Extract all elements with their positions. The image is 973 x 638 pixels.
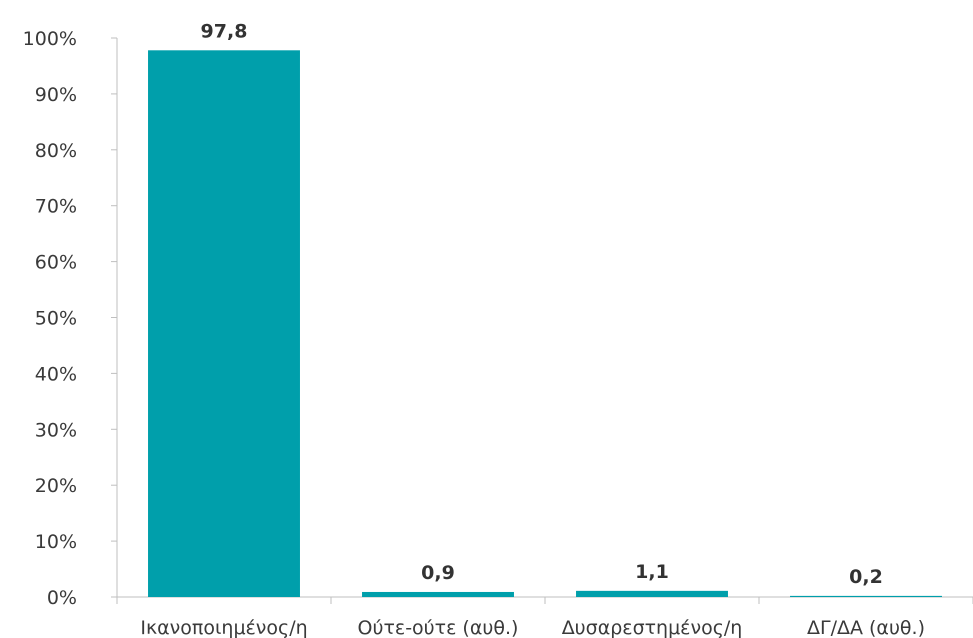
y-tick-label: 20% bbox=[35, 475, 77, 497]
data-label: 97,8 bbox=[201, 20, 248, 42]
data-label: 0,9 bbox=[421, 562, 455, 584]
bar bbox=[576, 590, 728, 597]
x-tick-label: Δυσαρεστημένος/η bbox=[562, 617, 743, 638]
y-tick-label: 50% bbox=[35, 308, 77, 330]
x-tick-label: Ούτε-ούτε (αυθ.) bbox=[358, 617, 519, 638]
y-tick-label: 70% bbox=[35, 196, 77, 218]
x-axis: Ικανοποιημένος/η Ούτε-ούτε (αυθ.) Δυσαρεστ… bbox=[116, 596, 973, 638]
x-tick-label: Ικανοποιημένος/η bbox=[140, 617, 307, 638]
x-tick-label: ΔΓ/ΔΑ (αυθ.) bbox=[807, 617, 925, 638]
data-label: 0,2 bbox=[849, 566, 883, 588]
y-tick-label: 60% bbox=[35, 252, 77, 274]
bar bbox=[362, 591, 514, 597]
y-tick-label: 30% bbox=[35, 419, 77, 441]
data-labels: 97,8 0,9 1,1 0,2 bbox=[201, 20, 883, 588]
bar bbox=[148, 50, 300, 598]
data-label: 1,1 bbox=[635, 561, 669, 583]
bar bbox=[790, 595, 942, 597]
y-tick-label: 90% bbox=[35, 84, 77, 106]
y-tick-label: 0% bbox=[47, 587, 77, 609]
bars bbox=[148, 50, 942, 598]
y-axis: 0% 10% 20% 30% 40% 50% 60% 70% 80% 90% 100% bbox=[23, 28, 118, 609]
y-tick-label: 80% bbox=[35, 140, 77, 162]
y-tick-label: 100% bbox=[23, 28, 77, 50]
y-tick-label: 10% bbox=[35, 531, 77, 553]
y-tick-label: 40% bbox=[35, 363, 77, 385]
